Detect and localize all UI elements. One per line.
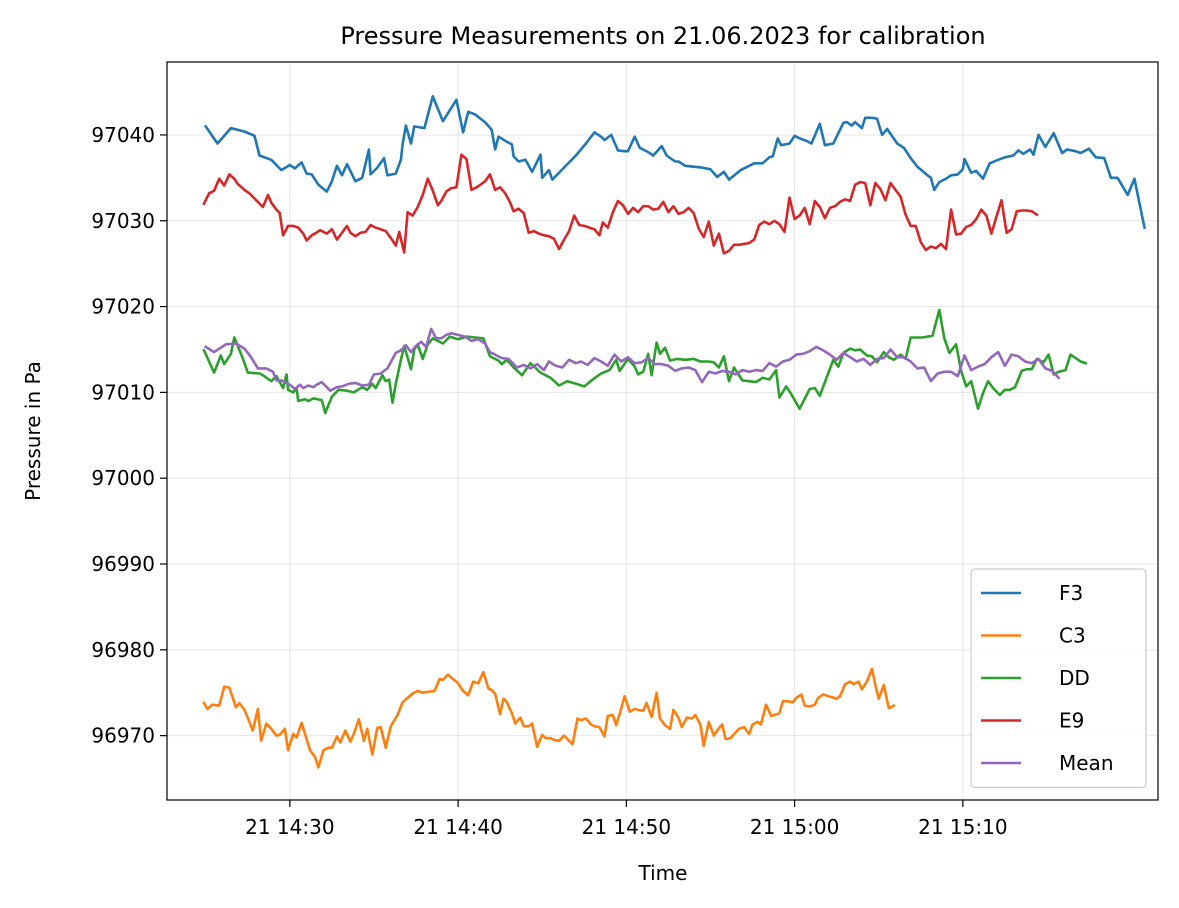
y-tick-label: 96990 <box>91 552 155 576</box>
x-tick-label: 21 14:40 <box>413 815 502 839</box>
x-tick-label: 21 15:00 <box>750 815 839 839</box>
series-line-c3 <box>202 667 896 769</box>
legend-label-e9: E9 <box>1059 709 1084 733</box>
legend-box <box>970 568 1147 789</box>
y-axis-label: Pressure in Pa <box>21 361 45 501</box>
plot-frame <box>166 61 1159 801</box>
series-line-f3 <box>203 95 1147 230</box>
x-tick-label: 21 14:50 <box>582 815 671 839</box>
x-tick-label: 21 15:10 <box>918 815 1007 839</box>
legend-label-mean: Mean <box>1059 751 1114 775</box>
legend-label-c3: C3 <box>1059 624 1086 648</box>
y-tick-label: 97010 <box>91 380 155 404</box>
legend-label-dd: DD <box>1059 666 1090 690</box>
series-line-mean <box>203 327 1061 393</box>
legend: F3 C3 DD E9 Mean <box>970 568 1147 789</box>
series-line-dd <box>202 308 1088 415</box>
series-lines <box>202 95 1147 769</box>
y-tick-label: 97030 <box>91 209 155 233</box>
chart-title: Pressure Measurements on 21.06.2023 for … <box>340 22 985 50</box>
y-tick-label: 96980 <box>91 638 155 662</box>
axis-ticks: 21 14:30 21 14:40 21 14:50 21 15:00 21 15:10… <box>91 123 1007 839</box>
grid <box>167 62 1158 800</box>
series-line-e9 <box>202 153 1039 255</box>
x-axis-label: Time <box>638 861 688 885</box>
y-tick-label: 96970 <box>91 724 155 748</box>
y-tick-label: 97000 <box>91 466 155 490</box>
legend-label-f3: F3 <box>1059 581 1083 605</box>
y-tick-label: 97020 <box>91 295 155 319</box>
x-tick-label: 21 14:30 <box>245 815 334 839</box>
y-tick-label: 97040 <box>91 123 155 147</box>
